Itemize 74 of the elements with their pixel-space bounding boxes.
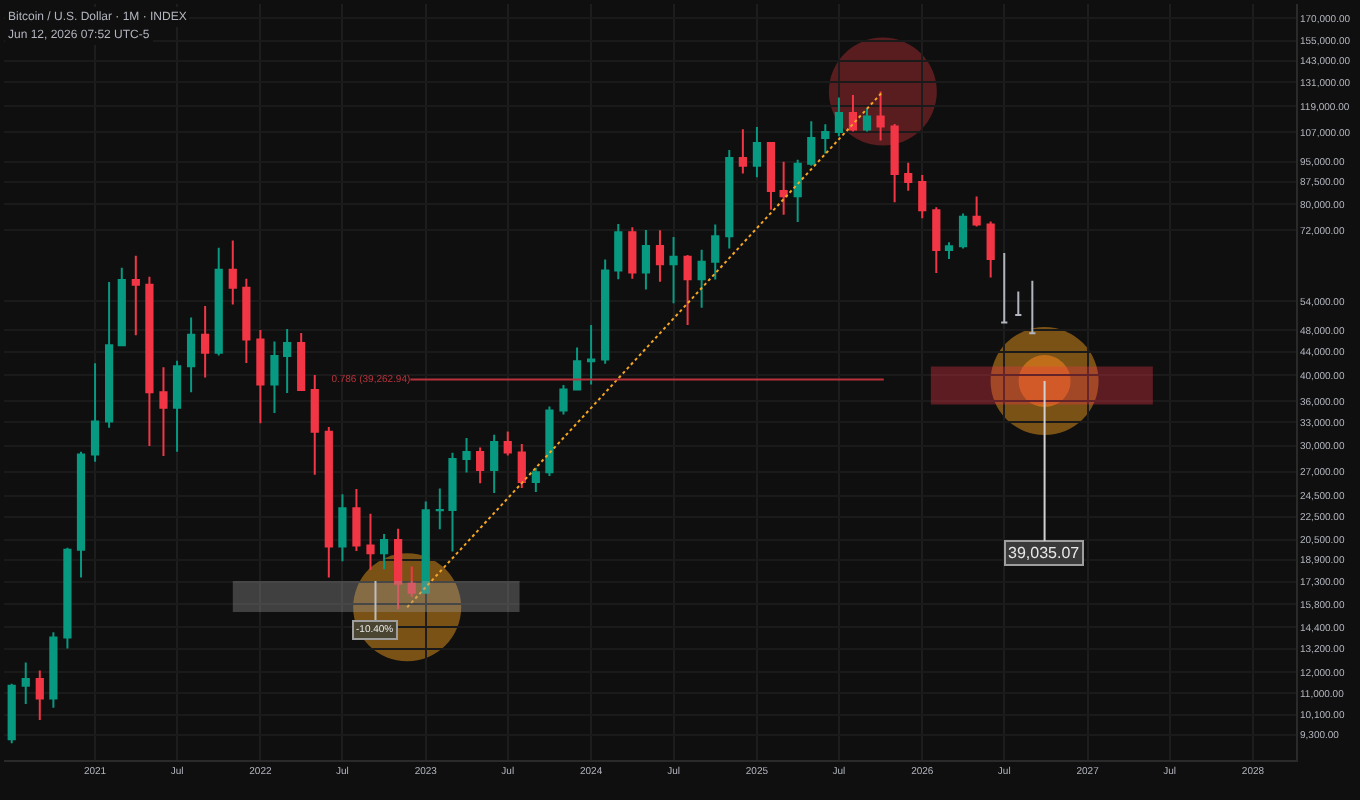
candlestick: [517, 443, 526, 490]
candlestick: [752, 125, 762, 179]
candlestick: [49, 631, 58, 709]
candlestick: [366, 512, 375, 571]
candlestick: [186, 316, 196, 394]
candlestick: [338, 493, 347, 563]
candlestick: [421, 500, 430, 594]
candlestick: [766, 141, 776, 211]
candlestick: [890, 122, 899, 204]
candlestick: [76, 450, 86, 579]
candlestick: [683, 253, 692, 326]
candlestick: [435, 487, 444, 531]
candlestick: [172, 359, 182, 453]
candlestick: [669, 235, 678, 305]
candlestick: [972, 195, 981, 228]
candlestick: [587, 324, 596, 386]
candlestick: [862, 107, 872, 133]
candlestick: [572, 346, 582, 392]
candlestick: [821, 123, 830, 155]
candlestick: [531, 466, 540, 493]
candlestick: [283, 328, 292, 394]
candlestick: [711, 223, 720, 281]
candlestick: [270, 340, 279, 414]
candlestick: [503, 430, 512, 457]
candlestick: [559, 384, 568, 416]
candlestick: [201, 305, 210, 379]
candlestick: [310, 374, 319, 476]
candlestick: [324, 426, 333, 579]
candlestick: [35, 669, 44, 721]
candlestick: [641, 229, 651, 291]
candlestick: [1014, 290, 1023, 317]
candlestick: [131, 254, 140, 337]
candlestick: [462, 436, 471, 474]
candlestick: [986, 220, 995, 279]
candlestick: [655, 229, 665, 283]
candlestick: [738, 128, 747, 175]
candlestick: [7, 682, 16, 745]
candlestick: [90, 362, 100, 463]
annotation: 39,035.07: [1008, 544, 1081, 562]
candlestick: [628, 226, 637, 280]
candlestick: [876, 90, 885, 142]
candlestick: [448, 451, 457, 553]
candlestick: [159, 366, 168, 458]
candlestick: [352, 488, 361, 552]
candlestick: [807, 120, 816, 167]
candlestick: [145, 275, 154, 447]
candlestick: [256, 329, 265, 425]
candlestick: [379, 532, 389, 571]
candlestick: [476, 446, 485, 485]
candlestick: [601, 258, 610, 365]
candlestick: [1000, 252, 1009, 324]
candlestick: [214, 246, 223, 357]
candlestick: [932, 206, 941, 274]
candlestick: [63, 546, 72, 650]
candlestick: [793, 158, 802, 223]
candlestick: [1028, 279, 1037, 335]
candlestick: [614, 222, 623, 281]
candlestick: [958, 212, 968, 250]
candlestick: [904, 161, 913, 192]
candlestick: [545, 405, 554, 478]
candlestick: [779, 160, 788, 216]
candlestick: [228, 239, 237, 306]
candlestick: [21, 661, 30, 706]
candlestick: [697, 248, 706, 309]
candlestick: [725, 148, 734, 250]
candlestick: [848, 93, 858, 133]
candlestick: [490, 433, 499, 494]
candlestick: [944, 241, 954, 261]
candlestick: [918, 173, 927, 220]
candlestick: [242, 277, 251, 364]
candlestick: [117, 266, 126, 348]
candlestick: [105, 280, 114, 429]
candlestick: [297, 331, 306, 392]
candlestick: [834, 96, 844, 138]
